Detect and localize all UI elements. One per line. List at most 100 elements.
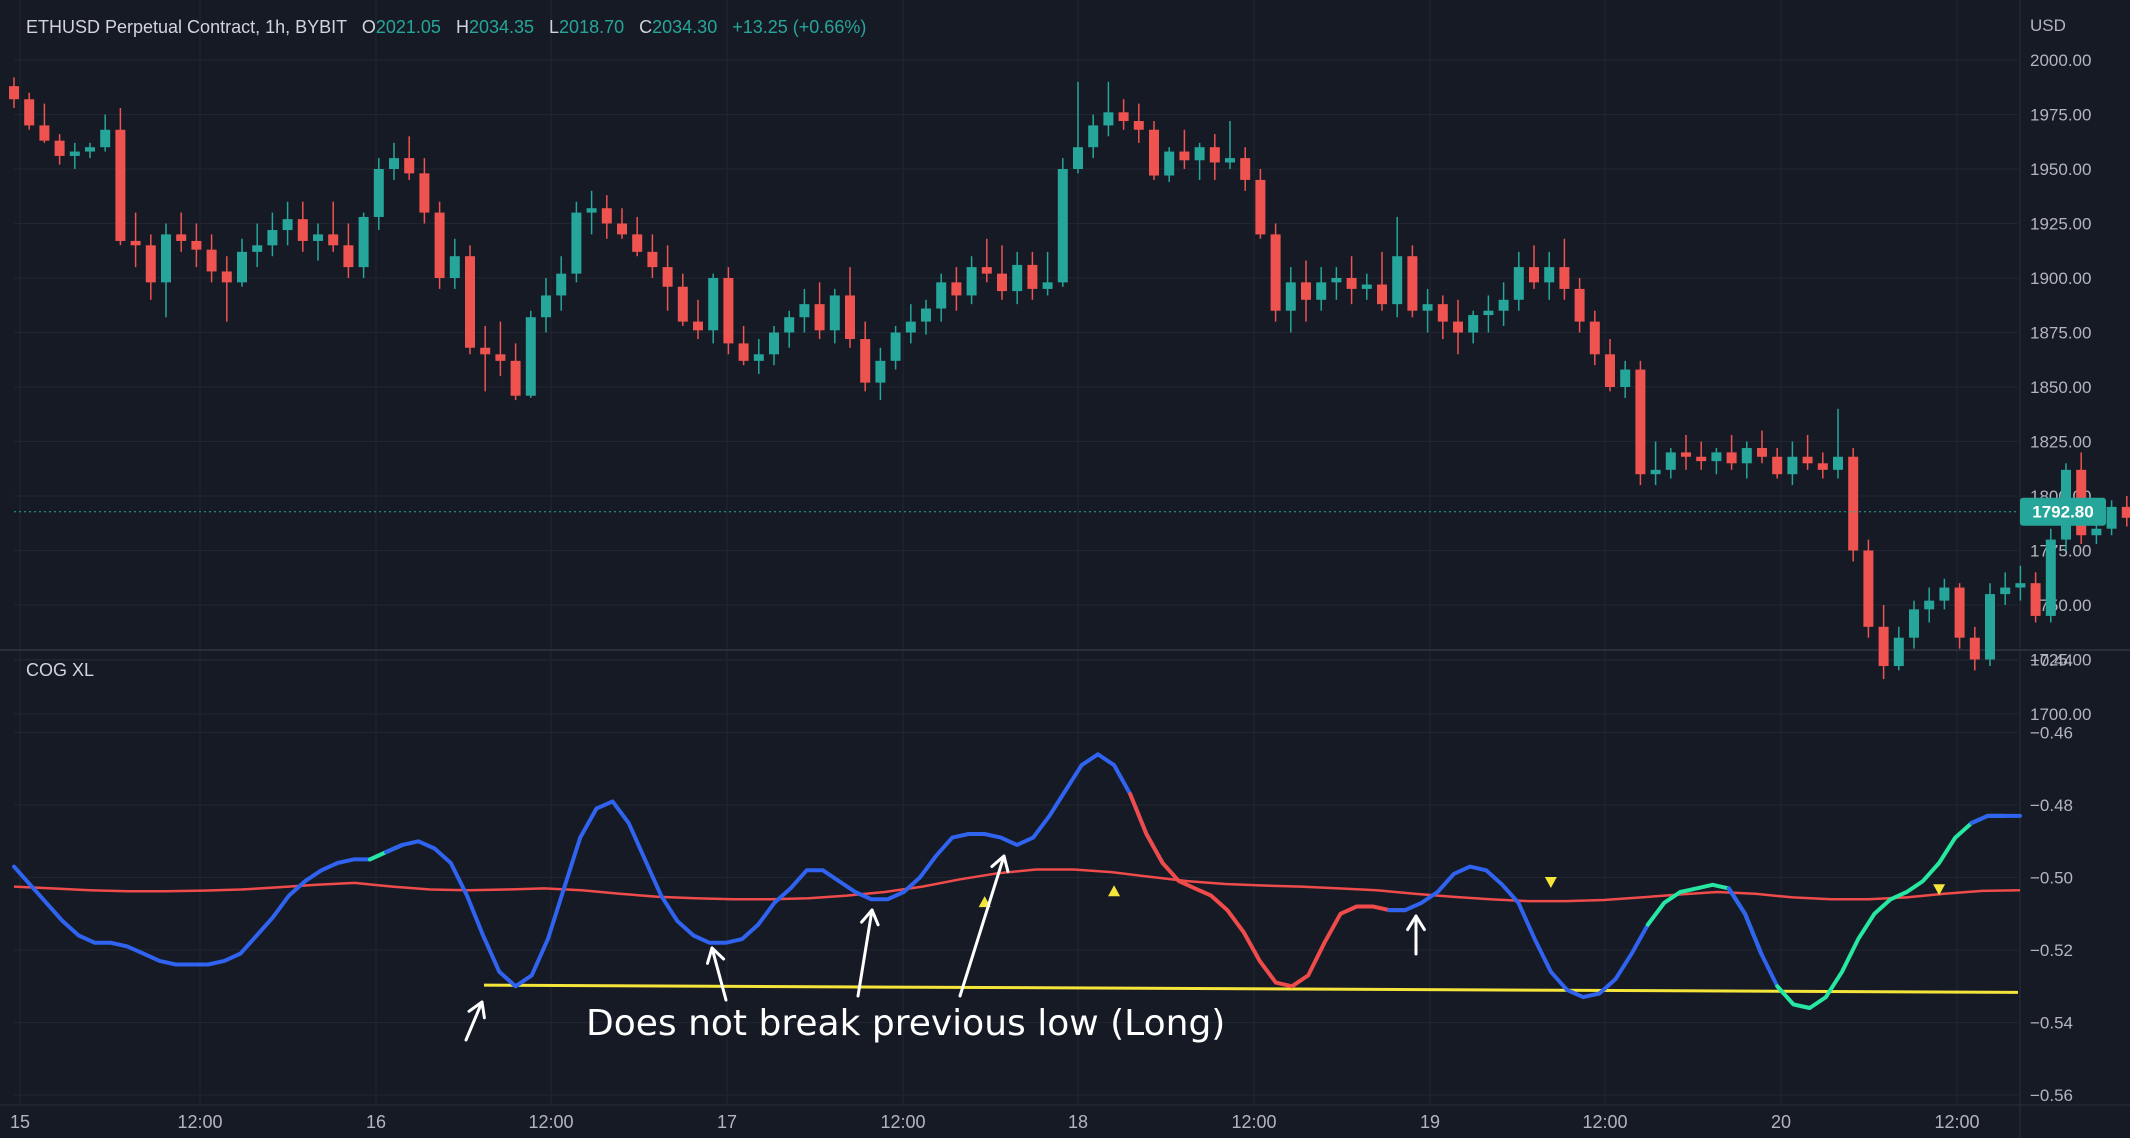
close-label: C <box>639 17 653 37</box>
candle-body <box>1726 452 1737 464</box>
price-tick-label: 1975.00 <box>2030 106 2091 125</box>
candle-body <box>1985 594 1995 660</box>
time-tick-label: 12:00 <box>1582 1112 1627 1132</box>
time-axis: 15 12:00 16 12:00 17 12:00 18 12:00 19 12:00 20 12:… <box>10 1112 1980 1132</box>
candle-body <box>784 317 795 333</box>
candle-body <box>997 273 1007 292</box>
open-label: O <box>361 17 376 37</box>
candle-body <box>39 125 50 141</box>
candle-body <box>936 282 947 309</box>
candle-body <box>1544 267 1555 283</box>
candle-body <box>1681 452 1691 457</box>
price-tick-label: 1700.00 <box>2030 705 2091 724</box>
time-tick-label: 15 <box>10 1112 30 1132</box>
candle-body <box>769 332 779 355</box>
annotation-arrowhead <box>860 908 880 927</box>
last-price-badge <box>2020 497 2106 526</box>
candle-body <box>313 234 323 241</box>
annotation-arrowhead <box>1406 914 1426 932</box>
candle-body <box>1270 234 1281 311</box>
candle-body <box>465 256 475 348</box>
price-axis: USD 2000.00 1975.00 1950.00 1925.00 1900.00 18… <box>2030 16 2091 724</box>
candle-body <box>1392 256 1403 305</box>
candle-body <box>1012 264 1023 292</box>
candle-body <box>419 173 430 213</box>
price-tick-label: 1925.00 <box>2030 215 2091 234</box>
candle-body <box>1665 452 1676 470</box>
candle-body <box>1605 354 1615 387</box>
candle-body <box>1954 587 1965 638</box>
candle-body <box>343 245 354 268</box>
candle-body <box>1133 121 1144 130</box>
price-tick-label: 2000.00 <box>2030 51 2091 70</box>
cog-tick-label: −0.44 <box>2030 651 2073 670</box>
price-tick-label: 1875.00 <box>2030 324 2091 343</box>
candle-body <box>966 267 977 296</box>
candle-body <box>115 129 126 241</box>
time-tick-label: 17 <box>717 1112 737 1132</box>
candle-body <box>601 208 612 224</box>
signal-marker <box>1108 885 1121 897</box>
candle-body <box>267 230 278 246</box>
candle-body <box>814 304 825 331</box>
candle-body <box>282 219 293 231</box>
candle-body <box>2121 506 2130 518</box>
candle-body <box>1833 456 1843 470</box>
change-value: +13.25 (+0.66%) <box>732 17 867 37</box>
grid <box>14 0 2018 1105</box>
candle-body <box>191 240 202 250</box>
time-tick-label: 12:00 <box>528 1112 573 1132</box>
candle-body <box>1331 278 1342 283</box>
candle-body <box>1088 125 1099 148</box>
candle-body <box>921 308 931 322</box>
low-value: 2018.70 <box>559 17 625 37</box>
candle-body <box>1027 264 1038 289</box>
candle-body <box>1407 256 1418 311</box>
high-label: H <box>455 17 469 37</box>
annotation-arrow <box>856 908 874 998</box>
candle-body <box>1103 112 1114 126</box>
candle-body <box>1909 609 1919 638</box>
candle-body <box>829 295 840 331</box>
candle-body <box>69 151 80 156</box>
candle-body <box>708 278 719 331</box>
candle-body <box>495 354 506 361</box>
symbol-legend: ETHUSD Perpetual Contract, 1h, BYBIT O20… <box>26 17 866 38</box>
cog-axis: −0.44 −0.46 −0.48 −0.50 −0.52 −0.54 −0.56 <box>2030 651 2073 1105</box>
candle-body <box>1483 310 1494 316</box>
time-tick-label: 12:00 <box>177 1112 222 1132</box>
candle-body <box>890 332 901 361</box>
candle-body <box>1863 550 1874 627</box>
time-tick-label: 12:00 <box>1231 1112 1276 1132</box>
price-tick-label: 1750.00 <box>2030 596 2091 615</box>
candle-body <box>1635 369 1646 475</box>
candle-body <box>100 129 111 148</box>
candle-body <box>662 267 673 287</box>
cog-tick-label: −0.50 <box>2030 869 2073 888</box>
annotation-arrowhead <box>990 854 1010 873</box>
annotation-arrows <box>464 854 1426 1042</box>
candle-body <box>1741 448 1752 464</box>
candle-body <box>2000 587 2011 595</box>
candle-body <box>1240 158 1251 180</box>
cog-line <box>12 752 2022 1010</box>
candle-body <box>1939 587 1950 601</box>
candle-body <box>1118 112 1129 122</box>
candle-body <box>373 169 384 217</box>
price-tick-label: 1825.00 <box>2030 433 2091 452</box>
candle-body <box>1787 456 1798 475</box>
candle-body <box>1650 469 1661 475</box>
candle-body <box>723 278 734 344</box>
candle-body <box>1225 158 1235 163</box>
cog-line-segment <box>384 752 1165 989</box>
candle-body <box>738 343 749 361</box>
candle-body <box>905 321 916 333</box>
candle-body <box>1453 321 1463 333</box>
candle-body <box>1878 626 1889 667</box>
cog-tick-label: −0.54 <box>2030 1014 2073 1033</box>
candle-body <box>1817 463 1828 470</box>
candle-body <box>1529 267 1539 283</box>
cog-line-segment <box>12 842 405 967</box>
candle-body <box>1772 456 1783 475</box>
